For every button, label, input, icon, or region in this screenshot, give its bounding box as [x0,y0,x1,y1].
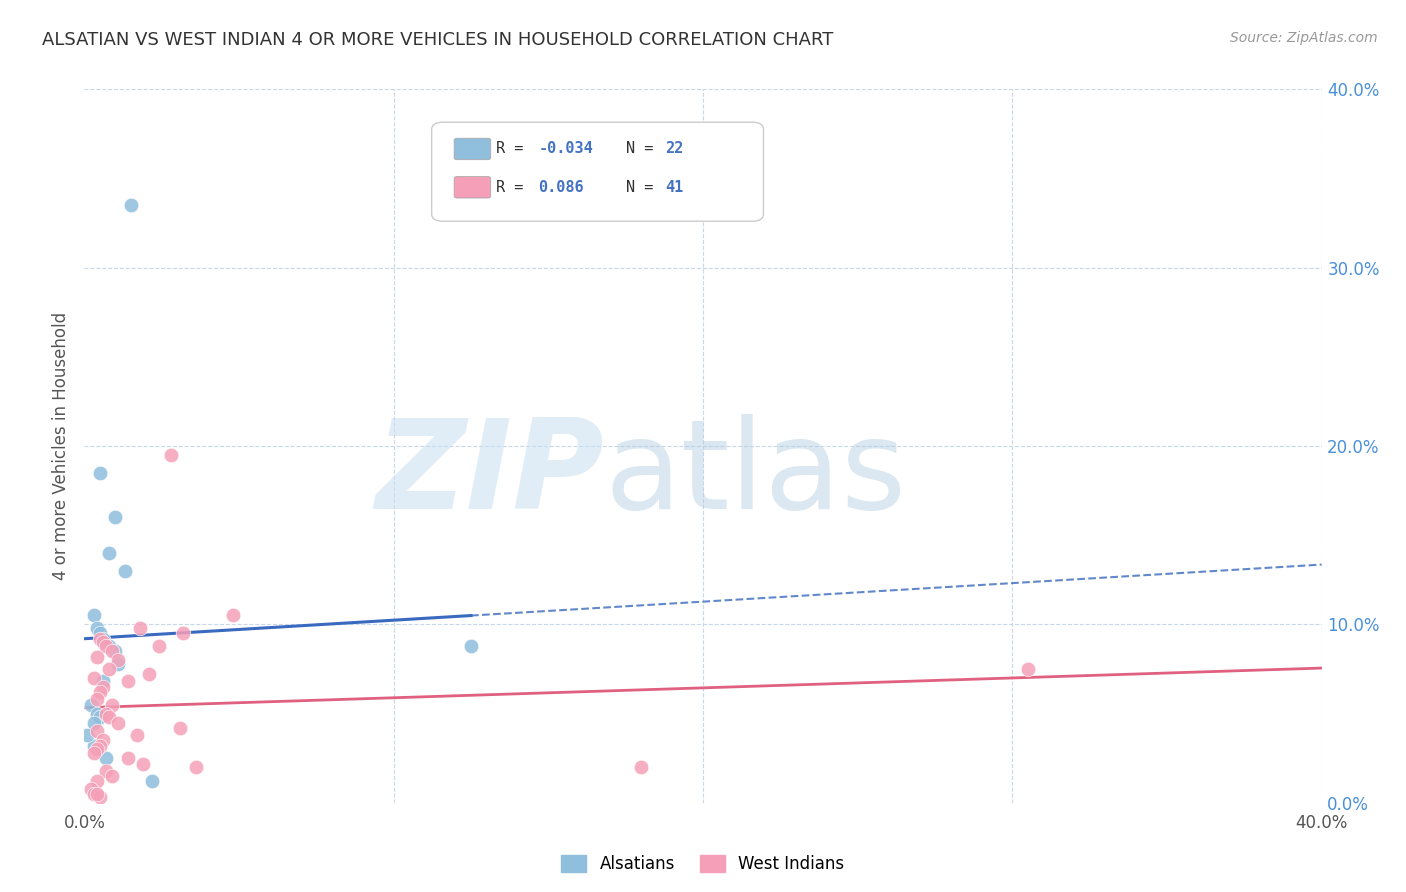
Point [83,671,105,685]
Point [79,698,101,712]
Point [89,466,111,480]
Text: 41: 41 [665,180,683,194]
Point [83,746,105,760]
Point [172,626,194,640]
Point [98,639,121,653]
Text: atlas: atlas [605,414,905,535]
Point [132,756,155,771]
Text: N =: N = [626,142,662,156]
Point [89,790,111,805]
Point [222,608,245,623]
Point [117,751,139,765]
Point [120,198,142,212]
Point [89,710,111,724]
Point [89,632,111,646]
Text: -0.034: -0.034 [538,142,593,156]
Point [86,649,108,664]
Point [86,706,108,721]
Point [98,546,121,560]
Point [117,674,139,689]
Point [125,728,148,742]
Point [107,715,129,730]
Point [83,715,105,730]
Text: R =: R = [496,142,533,156]
Point [148,639,170,653]
Point [101,698,124,712]
Text: ALSATIAN VS WEST INDIAN 4 OR MORE VEHICLES IN HOUSEHOLD CORRELATION CHART: ALSATIAN VS WEST INDIAN 4 OR MORE VEHICL… [42,31,834,49]
Text: 22: 22 [665,142,683,156]
Point [86,724,108,739]
Legend: Alsatians, West Indians: Alsatians, West Indians [555,848,851,880]
Point [91,733,114,747]
Point [89,626,111,640]
Text: N =: N = [626,180,662,194]
Point [86,692,108,706]
Point [107,657,129,671]
Point [98,710,121,724]
Point [104,510,127,524]
Point [94,639,117,653]
Point [86,787,108,801]
Point [160,448,183,462]
Point [98,662,121,676]
Point [91,635,114,649]
Text: R =: R = [496,180,533,194]
Point [79,781,101,796]
Point [101,769,124,783]
Point [83,787,105,801]
Text: ZIP: ZIP [375,414,605,535]
Point [630,760,652,774]
Point [86,621,108,635]
Point [91,680,114,694]
Point [104,644,127,658]
Text: 0.086: 0.086 [538,180,583,194]
Point [94,764,117,778]
Point [101,644,124,658]
Point [91,674,114,689]
Point [83,608,105,623]
Y-axis label: 4 or more Vehicles in Household: 4 or more Vehicles in Household [52,312,70,580]
Point [94,706,117,721]
Point [114,564,136,578]
Point [460,639,482,653]
Point [138,667,160,681]
Point [1017,662,1039,676]
Point [76,728,98,742]
Point [129,621,152,635]
Point [107,653,129,667]
Point [184,760,207,774]
Point [83,739,105,753]
Point [89,739,111,753]
Point [141,774,163,789]
Point [91,632,114,646]
Point [89,685,111,699]
Point [86,774,108,789]
Point [86,742,108,756]
Point [94,751,117,765]
Point [169,721,191,735]
Text: Source: ZipAtlas.com: Source: ZipAtlas.com [1230,31,1378,45]
